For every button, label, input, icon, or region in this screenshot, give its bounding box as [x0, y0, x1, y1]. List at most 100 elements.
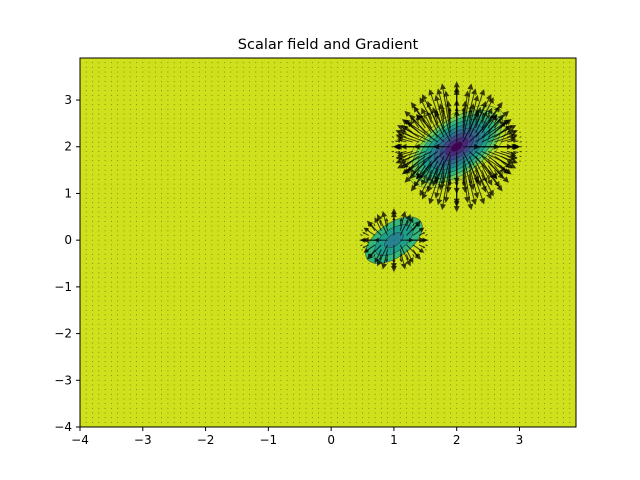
quiver-arrow — [280, 202, 282, 204]
quiver-arrow — [280, 300, 282, 302]
quiver-arrow — [418, 253, 421, 256]
quiver-arrow — [393, 375, 395, 377]
quiver-arrow — [450, 295, 451, 297]
quiver-arrow — [217, 370, 219, 372]
quiver-arrow — [406, 80, 407, 82]
quiver-arrow — [355, 71, 357, 73]
quiver-arrow — [117, 165, 119, 166]
quiver-arrow — [286, 193, 288, 194]
quiver-arrow — [359, 234, 363, 236]
quiver-arrow — [110, 389, 112, 391]
quiver-arrow — [98, 333, 100, 334]
quiver-arrow — [431, 277, 432, 278]
quiver-arrow — [337, 108, 338, 110]
quiver-arrow — [92, 146, 93, 148]
quiver-arrow — [368, 108, 370, 110]
quiver-arrow — [236, 253, 238, 255]
quiver-arrow — [293, 281, 294, 283]
quiver-arrow — [274, 286, 276, 288]
quiver-arrow — [148, 165, 150, 166]
quiver-arrow — [198, 389, 200, 391]
quiver-arrow — [261, 179, 263, 180]
quiver-arrow — [450, 62, 451, 64]
quiver-arrow — [280, 407, 282, 409]
quiver-arrow — [161, 421, 163, 423]
quiver-arrow — [205, 151, 206, 152]
quiver-arrow — [211, 361, 213, 363]
quiver-arrow — [380, 94, 382, 96]
quiver-arrow — [230, 286, 232, 288]
quiver-arrow — [299, 99, 301, 101]
quiver-arrow — [318, 188, 319, 190]
quiver-arrow — [173, 122, 175, 124]
quiver-arrow — [242, 216, 244, 218]
quiver-arrow — [104, 225, 106, 227]
quiver-arrow — [192, 389, 194, 391]
quiver-arrow — [217, 300, 219, 302]
quiver-arrow — [148, 263, 150, 264]
quiver-arrow — [274, 300, 276, 302]
quiver-arrow — [242, 253, 244, 255]
quiver-arrow — [205, 132, 206, 134]
quiver-arrow — [456, 417, 458, 419]
quiver-arrow — [374, 333, 376, 334]
quiver-arrow — [286, 141, 288, 143]
quiver-arrow — [324, 141, 326, 143]
quiver-arrow — [167, 356, 169, 358]
quiver-arrow — [198, 165, 200, 166]
quiver-arrow — [123, 76, 125, 78]
quiver-arrow — [450, 333, 451, 334]
quiver-arrow — [324, 108, 326, 110]
quiver-arrow — [324, 403, 326, 405]
quiver-arrow — [249, 94, 250, 96]
quiver-arrow — [85, 235, 87, 236]
quiver-arrow — [462, 202, 464, 204]
quiver-arrow — [437, 76, 439, 78]
quiver-arrow — [311, 319, 313, 320]
quiver-arrow — [374, 62, 376, 64]
quiver-arrow — [85, 99, 87, 101]
quiver-arrow — [311, 207, 313, 208]
quiver-arrow — [330, 291, 332, 292]
quiver-arrow — [110, 155, 112, 157]
quiver-arrow — [280, 333, 282, 334]
quiver-arrow — [142, 319, 144, 320]
quiver-arrow — [393, 417, 395, 419]
quiver-arrow — [161, 342, 163, 344]
quiver-arrow — [286, 384, 288, 386]
quiver-arrow — [374, 99, 376, 101]
quiver-arrow — [349, 202, 351, 204]
quiver-arrow — [117, 272, 119, 274]
quiver-arrow — [343, 122, 345, 124]
quiver-arrow — [349, 221, 351, 222]
quiver-arrow — [406, 85, 407, 87]
quiver-arrow — [443, 291, 445, 292]
quiver-arrow — [324, 113, 326, 115]
quiver-arrow — [274, 314, 276, 316]
quiver-arrow — [305, 174, 307, 176]
quiver-arrow — [261, 235, 263, 236]
quiver-arrow — [85, 160, 87, 162]
quiver-arrow — [173, 225, 175, 227]
quiver-arrow — [104, 127, 106, 129]
quiver-arrow — [418, 379, 420, 381]
quiver-arrow — [242, 244, 244, 246]
quiver-arrow — [92, 169, 93, 171]
quiver-arrow — [305, 80, 307, 82]
quiver-arrow — [293, 66, 294, 68]
quiver-arrow — [161, 104, 163, 106]
quiver-arrow — [437, 207, 439, 208]
quiver-arrow — [274, 85, 276, 87]
quiver-arrow — [161, 113, 163, 115]
quiver-arrow — [136, 76, 137, 78]
quiver-arrow — [368, 309, 370, 311]
quiver-arrow — [330, 113, 332, 115]
quiver-arrow — [418, 319, 420, 320]
quiver-arrow — [337, 365, 338, 367]
quiver-arrow — [437, 183, 439, 185]
quiver-arrow — [173, 235, 175, 236]
quiver-arrow — [406, 328, 407, 330]
quiver-arrow — [286, 71, 288, 73]
quiver-arrow — [374, 407, 376, 409]
quiver-arrow — [337, 398, 338, 400]
